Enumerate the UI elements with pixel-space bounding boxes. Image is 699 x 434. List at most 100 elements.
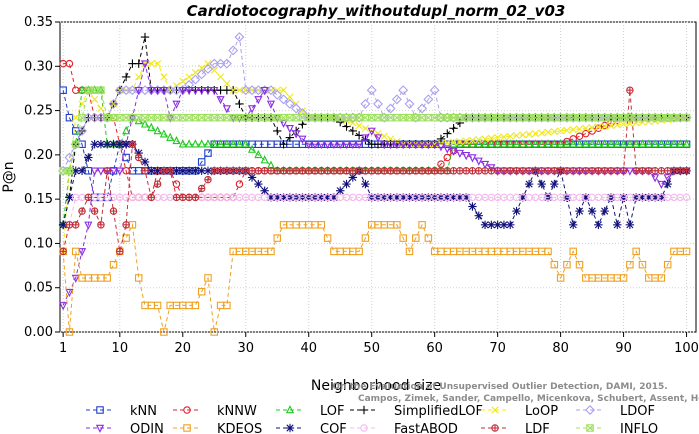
data-point <box>141 167 149 175</box>
data-point <box>210 139 219 148</box>
legend-item-lof: LOF <box>276 404 345 419</box>
data-point <box>380 132 388 140</box>
data-point <box>348 140 357 150</box>
data-point <box>166 167 174 175</box>
legend-label: KDEOS <box>217 422 262 434</box>
data-point <box>468 154 477 163</box>
legend-label: kNNW <box>217 404 257 419</box>
data-point <box>304 167 313 175</box>
data-point <box>153 86 162 96</box>
data-point <box>216 73 225 81</box>
data-point <box>462 139 471 148</box>
data-point <box>147 193 156 202</box>
data-point <box>197 139 206 148</box>
data-point <box>676 167 685 175</box>
data-point <box>154 60 162 68</box>
data-point <box>349 167 357 175</box>
x-tick-label: 90 <box>615 341 632 356</box>
data-point <box>456 137 464 146</box>
legend-label: INFLO <box>620 422 658 434</box>
data-point <box>569 247 577 256</box>
data-point <box>197 86 206 96</box>
data-point <box>147 60 155 68</box>
data-point <box>550 179 559 189</box>
data-point <box>84 153 93 162</box>
data-point <box>109 260 118 269</box>
data-point <box>355 247 363 256</box>
x-axis-label: Neighborhood size <box>311 378 441 394</box>
data-point <box>229 139 238 148</box>
data-point <box>360 98 371 109</box>
legend-item-inflo: INFLO <box>576 422 658 434</box>
data-point <box>178 86 187 96</box>
data-point <box>160 328 168 336</box>
data-point <box>310 140 320 150</box>
data-point <box>538 129 546 137</box>
data-point <box>524 179 534 189</box>
data-point <box>625 167 634 176</box>
data-point <box>373 98 383 109</box>
series-ldf <box>59 86 691 256</box>
data-point <box>468 136 477 144</box>
legend-label: COF <box>320 422 347 434</box>
data-point <box>77 85 87 94</box>
data-point <box>342 122 351 131</box>
data-point <box>455 118 465 128</box>
data-point <box>203 63 213 74</box>
data-point <box>557 127 565 135</box>
data-point <box>563 167 571 175</box>
data-point <box>607 113 615 122</box>
data-point <box>544 128 552 136</box>
data-point <box>90 207 99 215</box>
data-point <box>391 94 402 105</box>
data-point <box>613 167 622 175</box>
data-point <box>468 202 477 211</box>
data-point <box>235 180 244 188</box>
data-point <box>582 129 590 138</box>
data-point <box>128 140 137 148</box>
data-point <box>348 173 358 182</box>
data-point <box>462 137 470 145</box>
data-point <box>512 167 521 175</box>
data-point <box>475 135 483 144</box>
data-point <box>210 86 219 96</box>
legend-item-knnw: kNNW <box>173 404 257 419</box>
legend-marker <box>491 424 499 432</box>
y-tick-label: 0.35 <box>24 15 53 30</box>
data-point <box>392 140 401 150</box>
data-point <box>361 124 369 132</box>
data-point <box>71 274 80 283</box>
legend-marker <box>183 424 191 432</box>
legend-marker <box>95 424 105 433</box>
data-point <box>221 58 232 69</box>
data-point <box>197 184 206 193</box>
data-point <box>531 130 540 138</box>
x-tick-label: 1 <box>59 341 67 356</box>
data-point <box>462 167 470 175</box>
data-point <box>228 45 239 56</box>
data-point <box>632 247 640 256</box>
data-point <box>279 140 288 149</box>
data-point <box>96 167 106 176</box>
data-point <box>537 167 546 175</box>
data-point <box>449 138 458 146</box>
data-point <box>361 135 370 144</box>
data-point <box>241 139 250 148</box>
y-axis: 0.00 0.05 0.10 0.15 0.20 0.25 0.30 0.35 <box>24 15 60 340</box>
data-point <box>380 140 389 150</box>
data-point <box>417 103 428 114</box>
data-point <box>71 221 80 229</box>
data-point <box>65 221 74 229</box>
data-point <box>581 139 590 148</box>
x-tick-label: 50 <box>363 341 380 356</box>
data-point <box>235 86 244 94</box>
data-point <box>284 98 295 109</box>
data-point <box>525 139 534 148</box>
data-point <box>184 79 195 90</box>
data-point <box>594 124 603 133</box>
plot-area <box>59 21 697 333</box>
legend-marker <box>285 405 295 414</box>
data-point <box>160 73 168 81</box>
data-point <box>348 126 358 136</box>
y-tick-label: 0.15 <box>24 192 53 207</box>
